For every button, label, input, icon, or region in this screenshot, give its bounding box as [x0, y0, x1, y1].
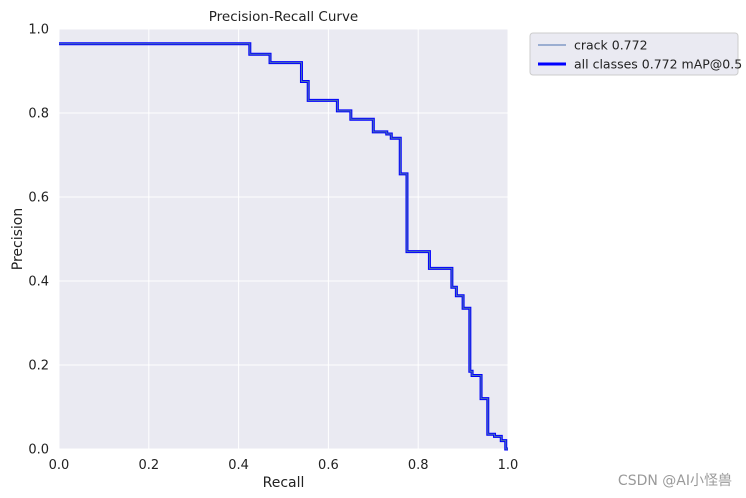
y-tick-label: 0.6 [28, 191, 49, 206]
y-tick-label: 0.8 [28, 107, 49, 122]
plot-background [59, 29, 508, 449]
tick-labels: 0.0 0.2 0.4 0.6 0.8 1.0 0.0 0.2 0.4 0.6 0.8 1.0 [28, 23, 518, 474]
y-tick-label: 0.4 [28, 275, 49, 290]
watermark-text: CSDN @AI小怪兽 [617, 473, 732, 489]
legend: crack 0.772 all classes 0.772 mAP@0.5 [529, 32, 742, 76]
y-axis-label: Precision [10, 208, 26, 270]
x-tick-label: 0.6 [318, 458, 339, 473]
legend-label-all-classes: all classes 0.772 mAP@0.5 [574, 57, 742, 72]
y-tick-label: 0.2 [28, 359, 49, 374]
chart-title: Precision-Recall Curve [209, 9, 359, 25]
x-tick-label: 0.0 [49, 458, 70, 473]
legend-box [529, 32, 739, 76]
x-tick-label: 0.4 [228, 458, 249, 473]
y-tick-label: 1.0 [28, 23, 49, 38]
grid-lines [58, 28, 509, 450]
series-layer [59, 42, 508, 451]
x-tick-label: 0.8 [408, 458, 429, 473]
x-axis-label: Recall [263, 475, 305, 491]
y-tick-label: 0.0 [28, 443, 49, 458]
x-tick-label: 1.0 [498, 458, 519, 473]
legend-label-crack: crack 0.772 [574, 38, 648, 53]
x-tick-label: 0.2 [138, 458, 159, 473]
series-line-crack [59, 43, 508, 450]
